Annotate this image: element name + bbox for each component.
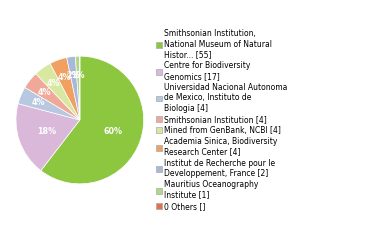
Wedge shape bbox=[41, 56, 144, 184]
Text: 4%: 4% bbox=[47, 79, 60, 88]
Text: 18%: 18% bbox=[37, 127, 56, 136]
Wedge shape bbox=[66, 56, 80, 120]
Text: 4%: 4% bbox=[38, 88, 52, 97]
Wedge shape bbox=[18, 87, 80, 120]
Wedge shape bbox=[50, 58, 80, 120]
Text: 1%: 1% bbox=[71, 71, 85, 80]
Text: 4%: 4% bbox=[32, 98, 45, 107]
Wedge shape bbox=[16, 104, 80, 171]
Wedge shape bbox=[25, 74, 80, 120]
Text: 4%: 4% bbox=[58, 73, 71, 83]
Text: 60%: 60% bbox=[103, 127, 122, 136]
Wedge shape bbox=[75, 56, 80, 120]
Legend: Smithsonian Institution,
National Museum of Natural
Histor... [55], Centre for B: Smithsonian Institution, National Museum… bbox=[156, 29, 288, 211]
Text: 2%: 2% bbox=[67, 71, 81, 80]
Wedge shape bbox=[36, 63, 80, 120]
